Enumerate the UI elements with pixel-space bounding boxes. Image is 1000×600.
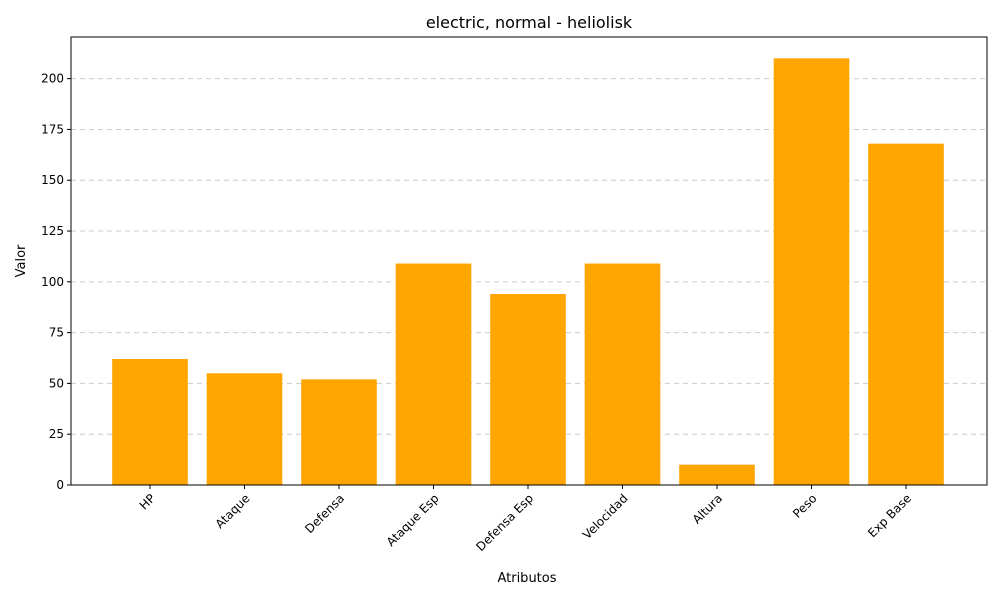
- bars-layer: [112, 58, 944, 485]
- x-tick-label: HP: [137, 491, 158, 512]
- bar-altura: [679, 464, 755, 485]
- x-tick-label: Ataque: [213, 491, 253, 531]
- bar-velocidad: [584, 263, 661, 485]
- x-tick-label: Peso: [790, 491, 820, 521]
- y-tick-label: 150: [41, 173, 64, 187]
- x-tick-label: Defensa: [302, 491, 347, 536]
- y-tick-label: 100: [41, 275, 64, 289]
- bar-hp: [112, 359, 188, 485]
- chart-title: electric, normal - heliolisk: [426, 13, 633, 32]
- y-tick-label: 0: [56, 478, 64, 492]
- x-tick-label: Defensa Esp: [473, 491, 536, 554]
- y-tick-label: 50: [49, 376, 64, 390]
- bar-defensa-esp: [490, 294, 566, 485]
- y-tick-label: 75: [49, 326, 64, 340]
- plot-frame: [70, 36, 988, 486]
- y-axis-label: Valor: [14, 244, 29, 277]
- bar-ataque: [206, 373, 283, 485]
- y-ticks: 0 25 50 75 100 125 150 175 200: [41, 72, 71, 492]
- y-tick-label: 200: [41, 72, 64, 86]
- y-tick-label: 25: [49, 427, 64, 441]
- x-tick-label: Ataque Esp: [384, 491, 442, 549]
- bar-ataque-esp: [395, 263, 472, 485]
- bar-peso: [773, 58, 850, 485]
- x-tick-label: Exp Base: [865, 491, 914, 540]
- x-ticks: HP Ataque Defensa Ataque Esp Defensa Esp Velo…: [137, 485, 914, 554]
- x-tick-label: Velocidad: [580, 491, 631, 542]
- x-tick-label: Altura: [690, 491, 725, 526]
- bar-exp-base: [868, 143, 944, 485]
- y-tick-label: 125: [41, 224, 64, 238]
- bar-defensa: [301, 379, 377, 485]
- y-tick-label: 175: [41, 122, 64, 136]
- x-axis-label: Atributos: [497, 571, 556, 586]
